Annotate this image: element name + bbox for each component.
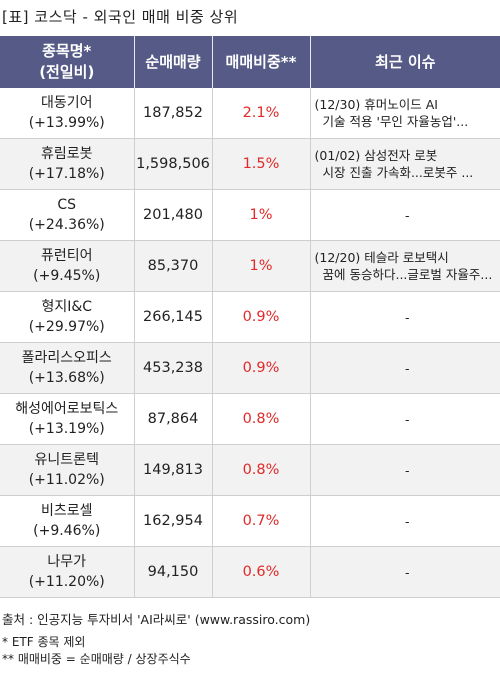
net-volume-cell: 201,480 — [134, 189, 213, 241]
ratio-cell: 0.9% — [212, 291, 311, 343]
stock-change: (+11.02%) — [28, 472, 105, 488]
table-row: 비츠로셀 (+9.46%) 162,954 0.7% - — [0, 495, 500, 547]
issue-cell: - — [310, 495, 500, 547]
table-row: 나무가 (+11.20%) 94,150 0.6% - — [0, 546, 500, 598]
issue-cell: - — [310, 444, 500, 496]
table-row: CS (+24.36%) 201,480 1% - — [0, 189, 500, 241]
issue-cell: (12/30) 휴머노이드 AI 기술 적용 '무인 자율농업'... — [310, 88, 500, 139]
ratio-cell: 1% — [212, 240, 311, 292]
ratio-cell: 0.8% — [212, 444, 311, 496]
net-volume-cell: 1,598,506 — [134, 138, 213, 190]
stock-change: (+24.36%) — [28, 217, 105, 233]
ratio-cell: 1% — [212, 189, 311, 241]
table-row: 유니트론텍 (+11.02%) 149,813 0.8% - — [0, 444, 500, 496]
stock-name-cell: 형지I&C (+29.97%) — [0, 291, 135, 343]
table-title: [표] 코스닥 - 외국인 매매 비중 상위 — [2, 8, 239, 26]
stock-name: 유니트론텍 — [34, 452, 99, 468]
stock-name: 폴라리스오피스 — [21, 350, 112, 366]
stock-change: (+9.45%) — [33, 268, 101, 284]
issue-line1: (12/30) 휴머노이드 AI — [314, 97, 438, 112]
stock-change: (+13.99%) — [28, 115, 105, 131]
issue-line2: 꿈에 동승하다...글로벌 자율주... — [322, 267, 493, 282]
issue-empty: - — [404, 411, 410, 427]
header-ratio: 매매비중** — [212, 36, 311, 88]
stock-name-cell: 비츠로셀 (+9.46%) — [0, 495, 135, 547]
stock-name-cell: 유니트론텍 (+11.02%) — [0, 444, 135, 496]
stock-name-cell: 나무가 (+11.20%) — [0, 546, 135, 598]
header-name: 종목명* (전일비) — [0, 36, 135, 88]
stock-name-cell: 퓨런티어 (+9.45%) — [0, 240, 135, 292]
issue-empty: - — [404, 564, 410, 580]
stock-name: 형지I&C — [41, 299, 93, 315]
stock-name: 비츠로셀 — [40, 503, 93, 519]
stock-name-cell: CS (+24.36%) — [0, 189, 135, 241]
net-volume-cell: 266,145 — [134, 291, 213, 343]
table-row: 대동기어 (+13.99%) 187,852 2.1% (12/30) 휴머노이드 AI… — [0, 88, 500, 139]
stock-name: CS — [57, 197, 77, 213]
ratio-cell: 2.1% — [212, 88, 311, 139]
table-body: 대동기어 (+13.99%) 187,852 2.1% (12/30) 휴머노이드 AI… — [0, 88, 500, 598]
stock-name: 해성에어로보틱스 — [15, 401, 119, 417]
stock-name: 휴림로봇 — [40, 146, 93, 162]
net-volume-cell: 162,954 — [134, 495, 213, 547]
issue-cell: - — [310, 291, 500, 343]
table-row: 해성에어로보틱스 (+13.19%) 87,864 0.8% - — [0, 393, 500, 445]
issue-line2: 기술 적용 '무인 자율농업'... — [322, 114, 469, 129]
stock-change: (+13.19%) — [28, 421, 105, 437]
issue-line1: (01/02) 삼성전자 로봇 — [314, 148, 438, 163]
header-name-line2: (전일비) — [39, 63, 95, 81]
stock-change: (+13.68%) — [28, 370, 105, 386]
net-volume-cell: 87,864 — [134, 393, 213, 445]
net-volume-cell: 187,852 — [134, 88, 213, 139]
ratio-cell: 1.5% — [212, 138, 311, 190]
issue-line1: (12/20) 테슬라 로보택시 — [314, 250, 449, 265]
stock-name-cell: 대동기어 (+13.99%) — [0, 88, 135, 139]
stock-name: 대동기어 — [40, 95, 93, 111]
stock-change: (+17.18%) — [28, 166, 105, 182]
footnote-ratio: ** 매매비중 = 순매매량 / 상장주식수 — [2, 652, 191, 666]
header-net-volume: 순매매량 — [134, 36, 213, 88]
header-row: 종목명* (전일비) 순매매량 매매비중** 최근 이슈 — [0, 36, 500, 88]
stock-name-cell: 폴라리스오피스 (+13.68%) — [0, 342, 135, 394]
stock-name: 나무가 — [47, 554, 87, 570]
issue-cell: - — [310, 342, 500, 394]
header-issue: 최근 이슈 — [310, 36, 500, 88]
issue-cell: - — [310, 393, 500, 445]
stock-change: (+11.20%) — [28, 574, 105, 590]
issue-line2: 시장 진출 가속화...로봇주 ... — [322, 165, 474, 180]
foreign-trading-table: 종목명* (전일비) 순매매량 매매비중** 최근 이슈 대동기어 (+13.99… — [0, 36, 500, 598]
header-name-line1: 종목명* — [42, 42, 92, 60]
net-volume-cell: 85,370 — [134, 240, 213, 292]
net-volume-cell: 453,238 — [134, 342, 213, 394]
issue-empty: - — [404, 207, 410, 223]
stock-change: (+29.97%) — [28, 319, 105, 335]
stock-name-cell: 해성에어로보틱스 (+13.19%) — [0, 393, 135, 445]
issue-empty: - — [404, 462, 410, 478]
table-row: 폴라리스오피스 (+13.68%) 453,238 0.9% - — [0, 342, 500, 394]
stock-name: 퓨런티어 — [40, 248, 93, 264]
table-row: 휴림로봇 (+17.18%) 1,598,506 1.5% (01/02) 삼성전자 로… — [0, 138, 500, 190]
issue-empty: - — [404, 513, 410, 529]
net-volume-cell: 94,150 — [134, 546, 213, 598]
footnote-etf: * ETF 종목 제외 — [2, 635, 86, 649]
source-note: 출처 : 인공지능 투자비서 'AI라씨로' (www.rassiro.com) — [2, 612, 311, 627]
net-volume-cell: 149,813 — [134, 444, 213, 496]
issue-cell: - — [310, 546, 500, 598]
issue-cell: - — [310, 189, 500, 241]
stock-change: (+9.46%) — [33, 523, 101, 539]
footnotes: * ETF 종목 제외 ** 매매비중 = 순매매량 / 상장주식수 — [2, 634, 191, 668]
issue-empty: - — [404, 360, 410, 376]
ratio-cell: 0.8% — [212, 393, 311, 445]
issue-empty: - — [404, 309, 410, 325]
table-row: 형지I&C (+29.97%) 266,145 0.9% - — [0, 291, 500, 343]
ratio-cell: 0.9% — [212, 342, 311, 394]
ratio-cell: 0.6% — [212, 546, 311, 598]
stock-name-cell: 휴림로봇 (+17.18%) — [0, 138, 135, 190]
ratio-cell: 0.7% — [212, 495, 311, 547]
